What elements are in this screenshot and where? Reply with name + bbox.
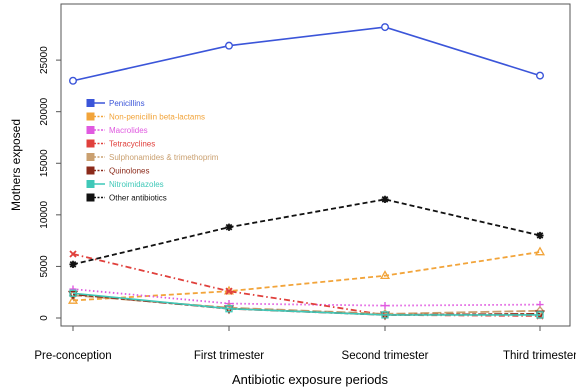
y-tick-label: 5000 [39,255,50,278]
series-3 [69,250,544,320]
data-point [536,71,545,80]
series-1 [67,246,546,304]
legend-item: Penicillins [86,99,145,108]
legend-swatch [86,193,95,202]
legend-swatch [86,153,95,161]
series-line [72,292,540,316]
y-axis: 0 5000 10000 15000 20000 25000 [39,46,61,321]
legend-swatch [86,126,95,134]
legend-item: Non-penicillin beta-lactams [86,112,205,122]
data-point [67,294,79,304]
series-layer [67,23,546,321]
data-point [69,260,77,268]
data-point [225,223,233,231]
legend-item: Other antibiotics [86,193,167,203]
data-point [69,250,77,258]
data-point [225,305,233,313]
legend-item: Sulphonamides & trimethoprim [86,153,219,162]
legend-label: Nitroimidazoles [109,180,164,189]
legend-label: Other antibiotics [109,194,167,203]
series-2 [69,285,544,310]
y-axis-label: Mothers exposed [9,119,23,211]
data-point [225,287,233,295]
legend-swatch [86,166,95,175]
series-6 [69,289,544,319]
data-point [379,270,391,280]
legend-item: Macrolides [86,126,148,135]
series-7 [69,195,544,268]
x-tick-label: Second trimester [342,350,429,362]
series-line [72,198,541,266]
data-point [381,311,389,319]
x-axis: Pre-conception First trimester Second trim… [34,326,576,362]
legend-label: Quinolones [109,167,149,176]
legend-item: Nitroimidazoles [86,180,164,189]
data-point [381,302,389,310]
legend: Penicillins Non-penicillin beta-lactams Ma… [86,99,219,203]
data-point [381,195,389,203]
y-tick-label: 20000 [39,97,50,125]
data-point [224,41,233,50]
legend-label: Non-penicillin beta-lactams [109,113,205,122]
data-point [67,290,79,300]
y-tick-label: 25000 [39,46,50,74]
legend-swatch [86,180,95,188]
data-point [68,76,77,85]
legend-label: Sulphonamides & trimethoprim [109,153,219,162]
series-0 [68,23,545,85]
y-tick-label: 10000 [39,201,50,229]
legend-swatch [86,139,95,148]
plot-frame [60,3,571,327]
legend-swatch [86,99,95,107]
x-tick-label: Third trimester [503,350,576,362]
data-point [69,289,77,297]
x-axis-label: Antibiotic exposure periods [232,372,389,387]
x-tick-label: Pre-conception [34,350,111,362]
data-point [534,246,546,256]
legend-label: Penicillins [109,99,145,108]
legend-item: Tetracyclines [86,139,155,149]
legend-label: Tetracyclines [109,140,155,149]
series-line [72,26,541,82]
series-line [72,253,541,317]
legend-swatch [86,112,95,121]
y-tick-label: 0 [39,315,50,321]
data-point [536,311,544,319]
series-line [72,251,541,302]
data-point [536,231,544,240]
y-tick-label: 15000 [39,149,50,177]
legend-item: Quinolones [86,166,149,176]
data-point [381,23,390,32]
legend-label: Macrolides [109,126,148,135]
x-tick-label: First trimester [194,350,264,362]
